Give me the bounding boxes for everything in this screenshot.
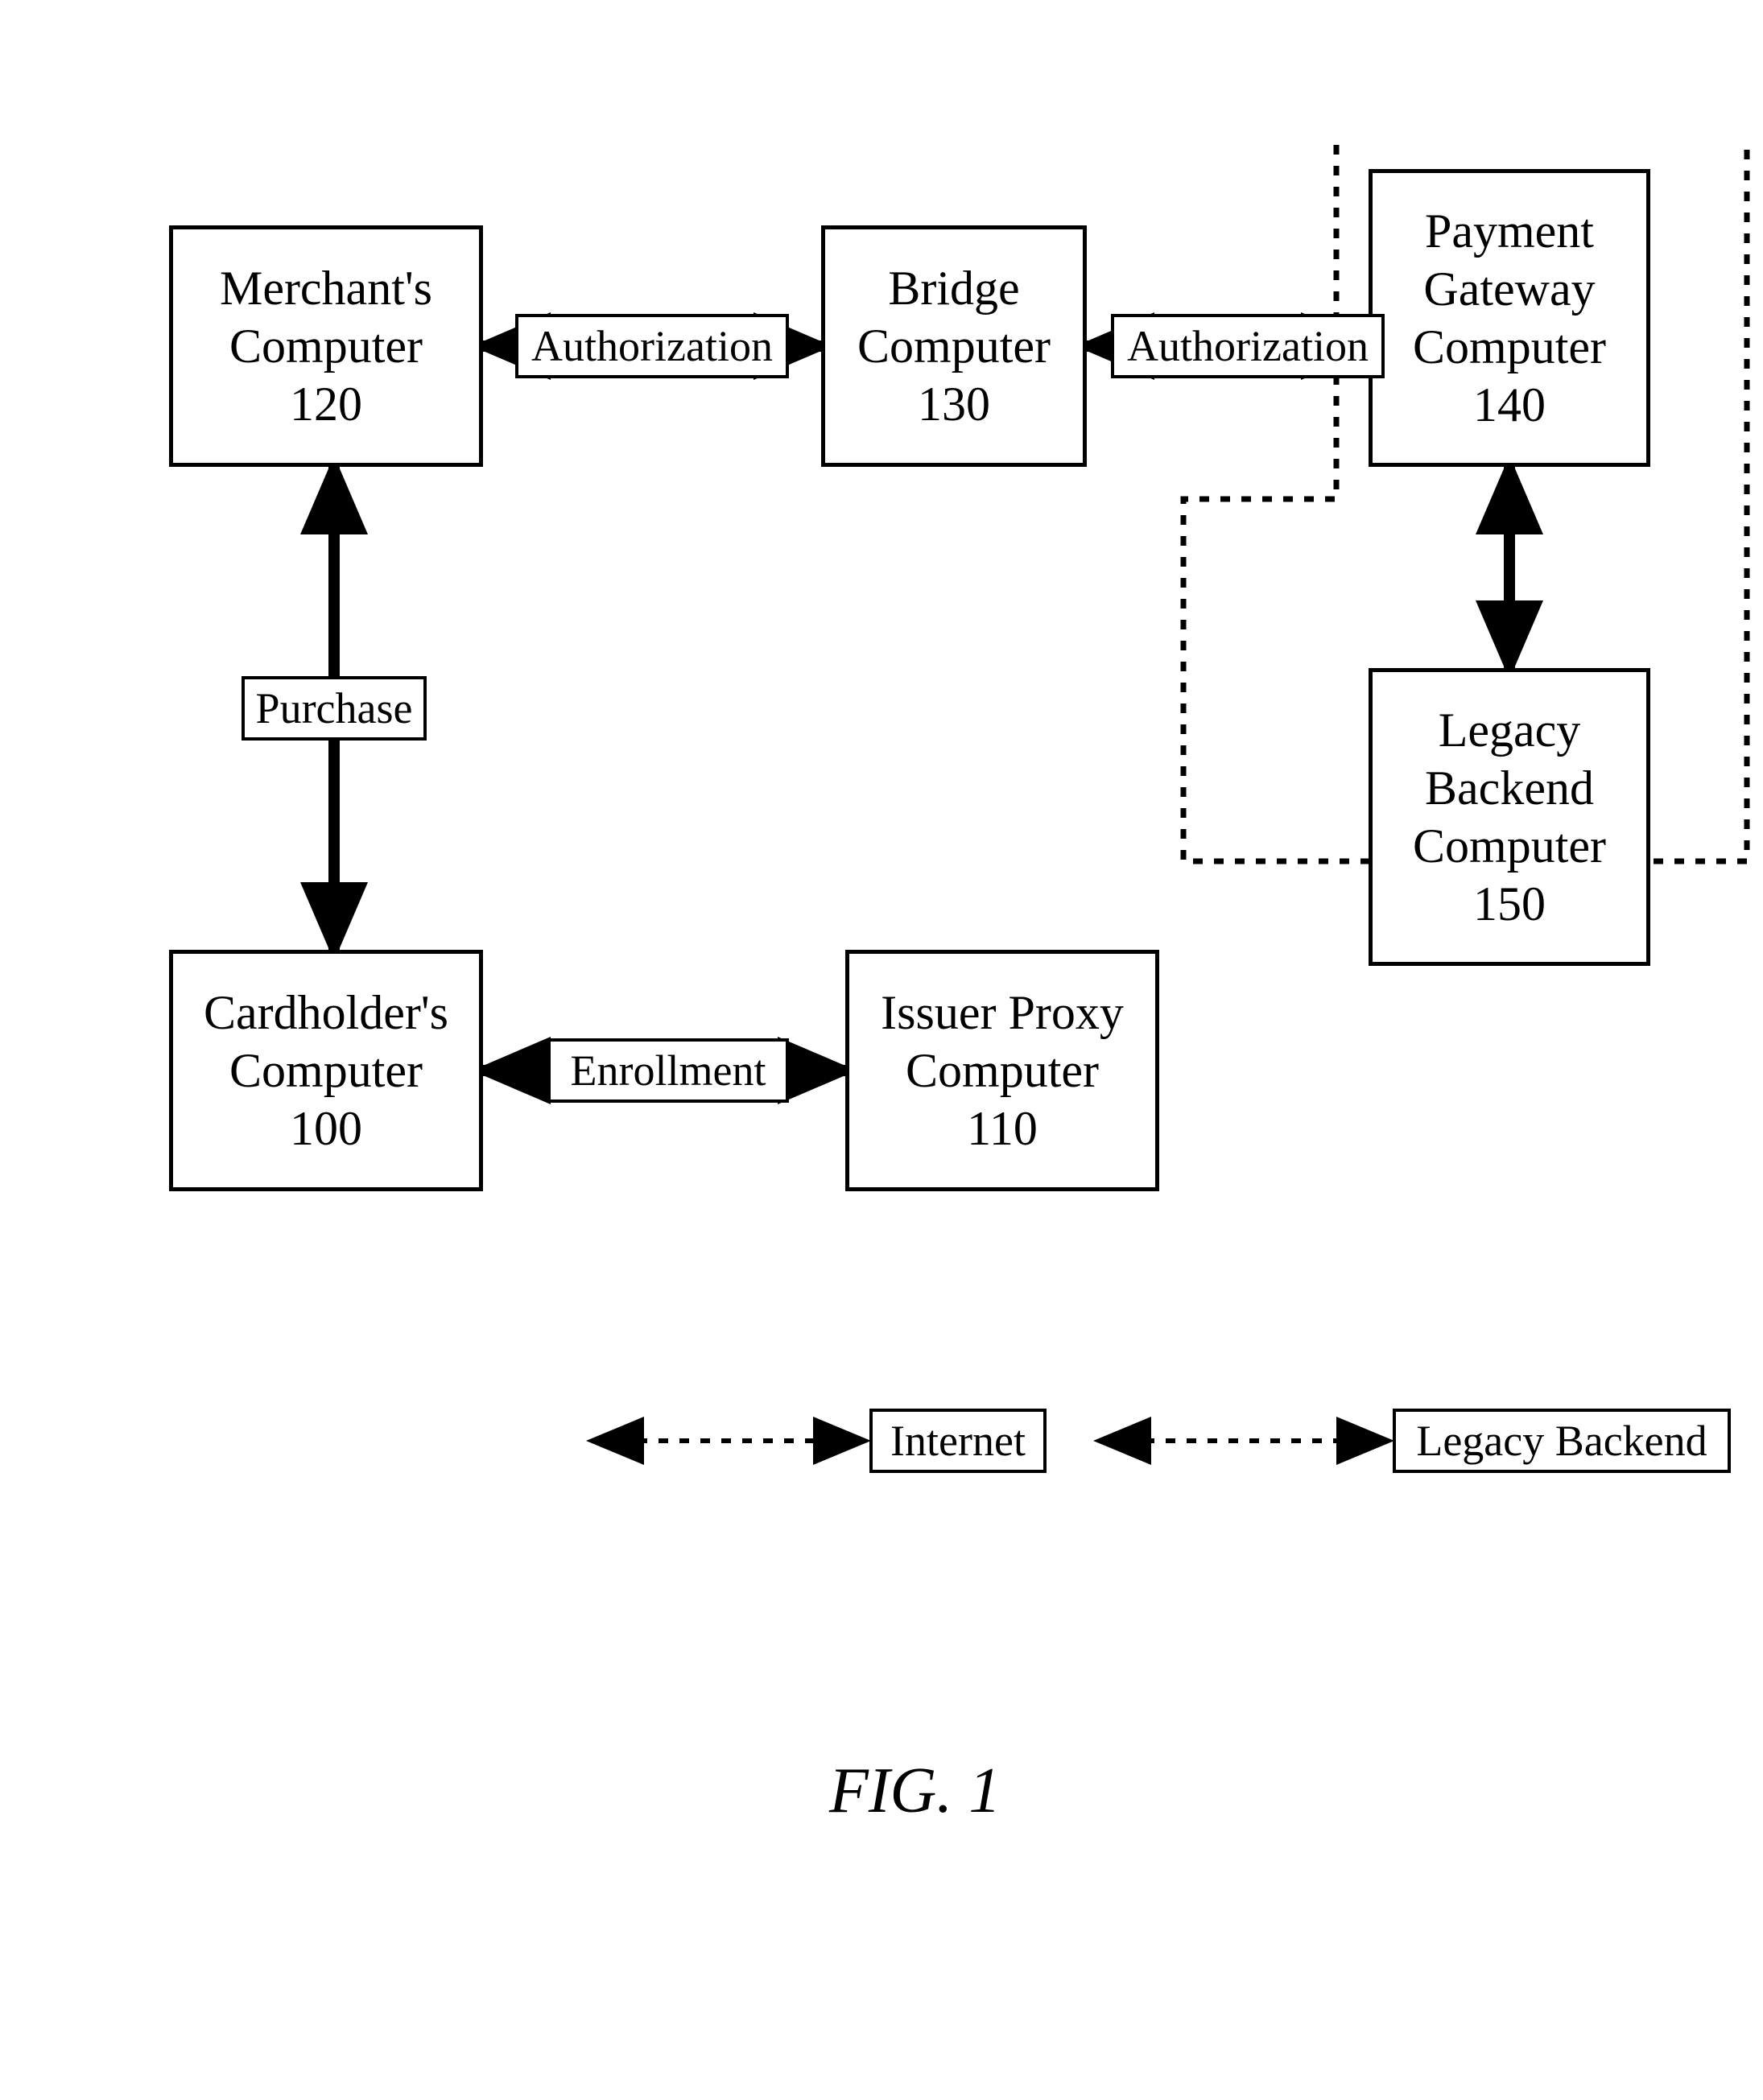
edge-label-authorization-1: Authorization [515,314,789,378]
edge-label-text: Enrollment [571,1046,766,1095]
edge-label-enrollment: Enrollment [547,1038,789,1103]
node-text-line: Cardholder's [204,984,448,1042]
node-text-line: Payment [1425,202,1594,260]
node-text-line: Computer [857,317,1051,375]
legend-label-text: Internet [890,1416,1026,1466]
node-text-line: Computer [229,317,423,375]
node-text-line: Computer [906,1042,1099,1100]
node-merchant: Merchant'sComputer120 [169,225,483,467]
node-cardholder: Cardholder'sComputer100 [169,950,483,1191]
node-text-line: 120 [290,375,362,433]
figure-label-text: FIG. 1 [829,1756,1001,1826]
edge-label-purchase: Purchase [242,676,427,741]
edge-label-text: Authorization [1127,321,1369,371]
node-text-line: Issuer Proxy [881,984,1124,1042]
node-bridge: BridgeComputer130 [821,225,1087,467]
legend-legacy: Legacy Backend [1393,1409,1731,1473]
edge-label-text: Purchase [256,683,413,733]
node-text-line: 100 [290,1100,362,1157]
node-text-line: 110 [967,1100,1038,1157]
diagram-canvas: Merchant'sComputer120 BridgeComputer130 … [0,0,1763,2100]
node-text-line: Computer [1413,318,1606,376]
node-text-line: Gateway [1423,260,1595,318]
node-text-line: Backend [1425,759,1594,817]
node-text-line: 150 [1473,875,1546,933]
node-text-line: Legacy [1439,701,1581,759]
legend-internet: Internet [869,1409,1047,1473]
node-text-line: Computer [229,1042,423,1100]
node-gateway: PaymentGatewayComputer140 [1369,169,1650,467]
node-text-line: Merchant's [220,259,432,317]
node-text-line: 140 [1473,376,1546,434]
figure-label: FIG. 1 [829,1755,1001,1828]
node-text-line: 130 [918,375,990,433]
legend-label-text: Legacy Backend [1416,1416,1707,1466]
node-legacybe: LegacyBackendComputer150 [1369,668,1650,966]
node-text-line: Computer [1413,817,1606,875]
node-issuer: Issuer ProxyComputer110 [845,950,1159,1191]
node-text-line: Bridge [888,259,1019,317]
edge-label-authorization-2: Authorization [1111,314,1385,378]
edge-label-text: Authorization [531,321,773,371]
